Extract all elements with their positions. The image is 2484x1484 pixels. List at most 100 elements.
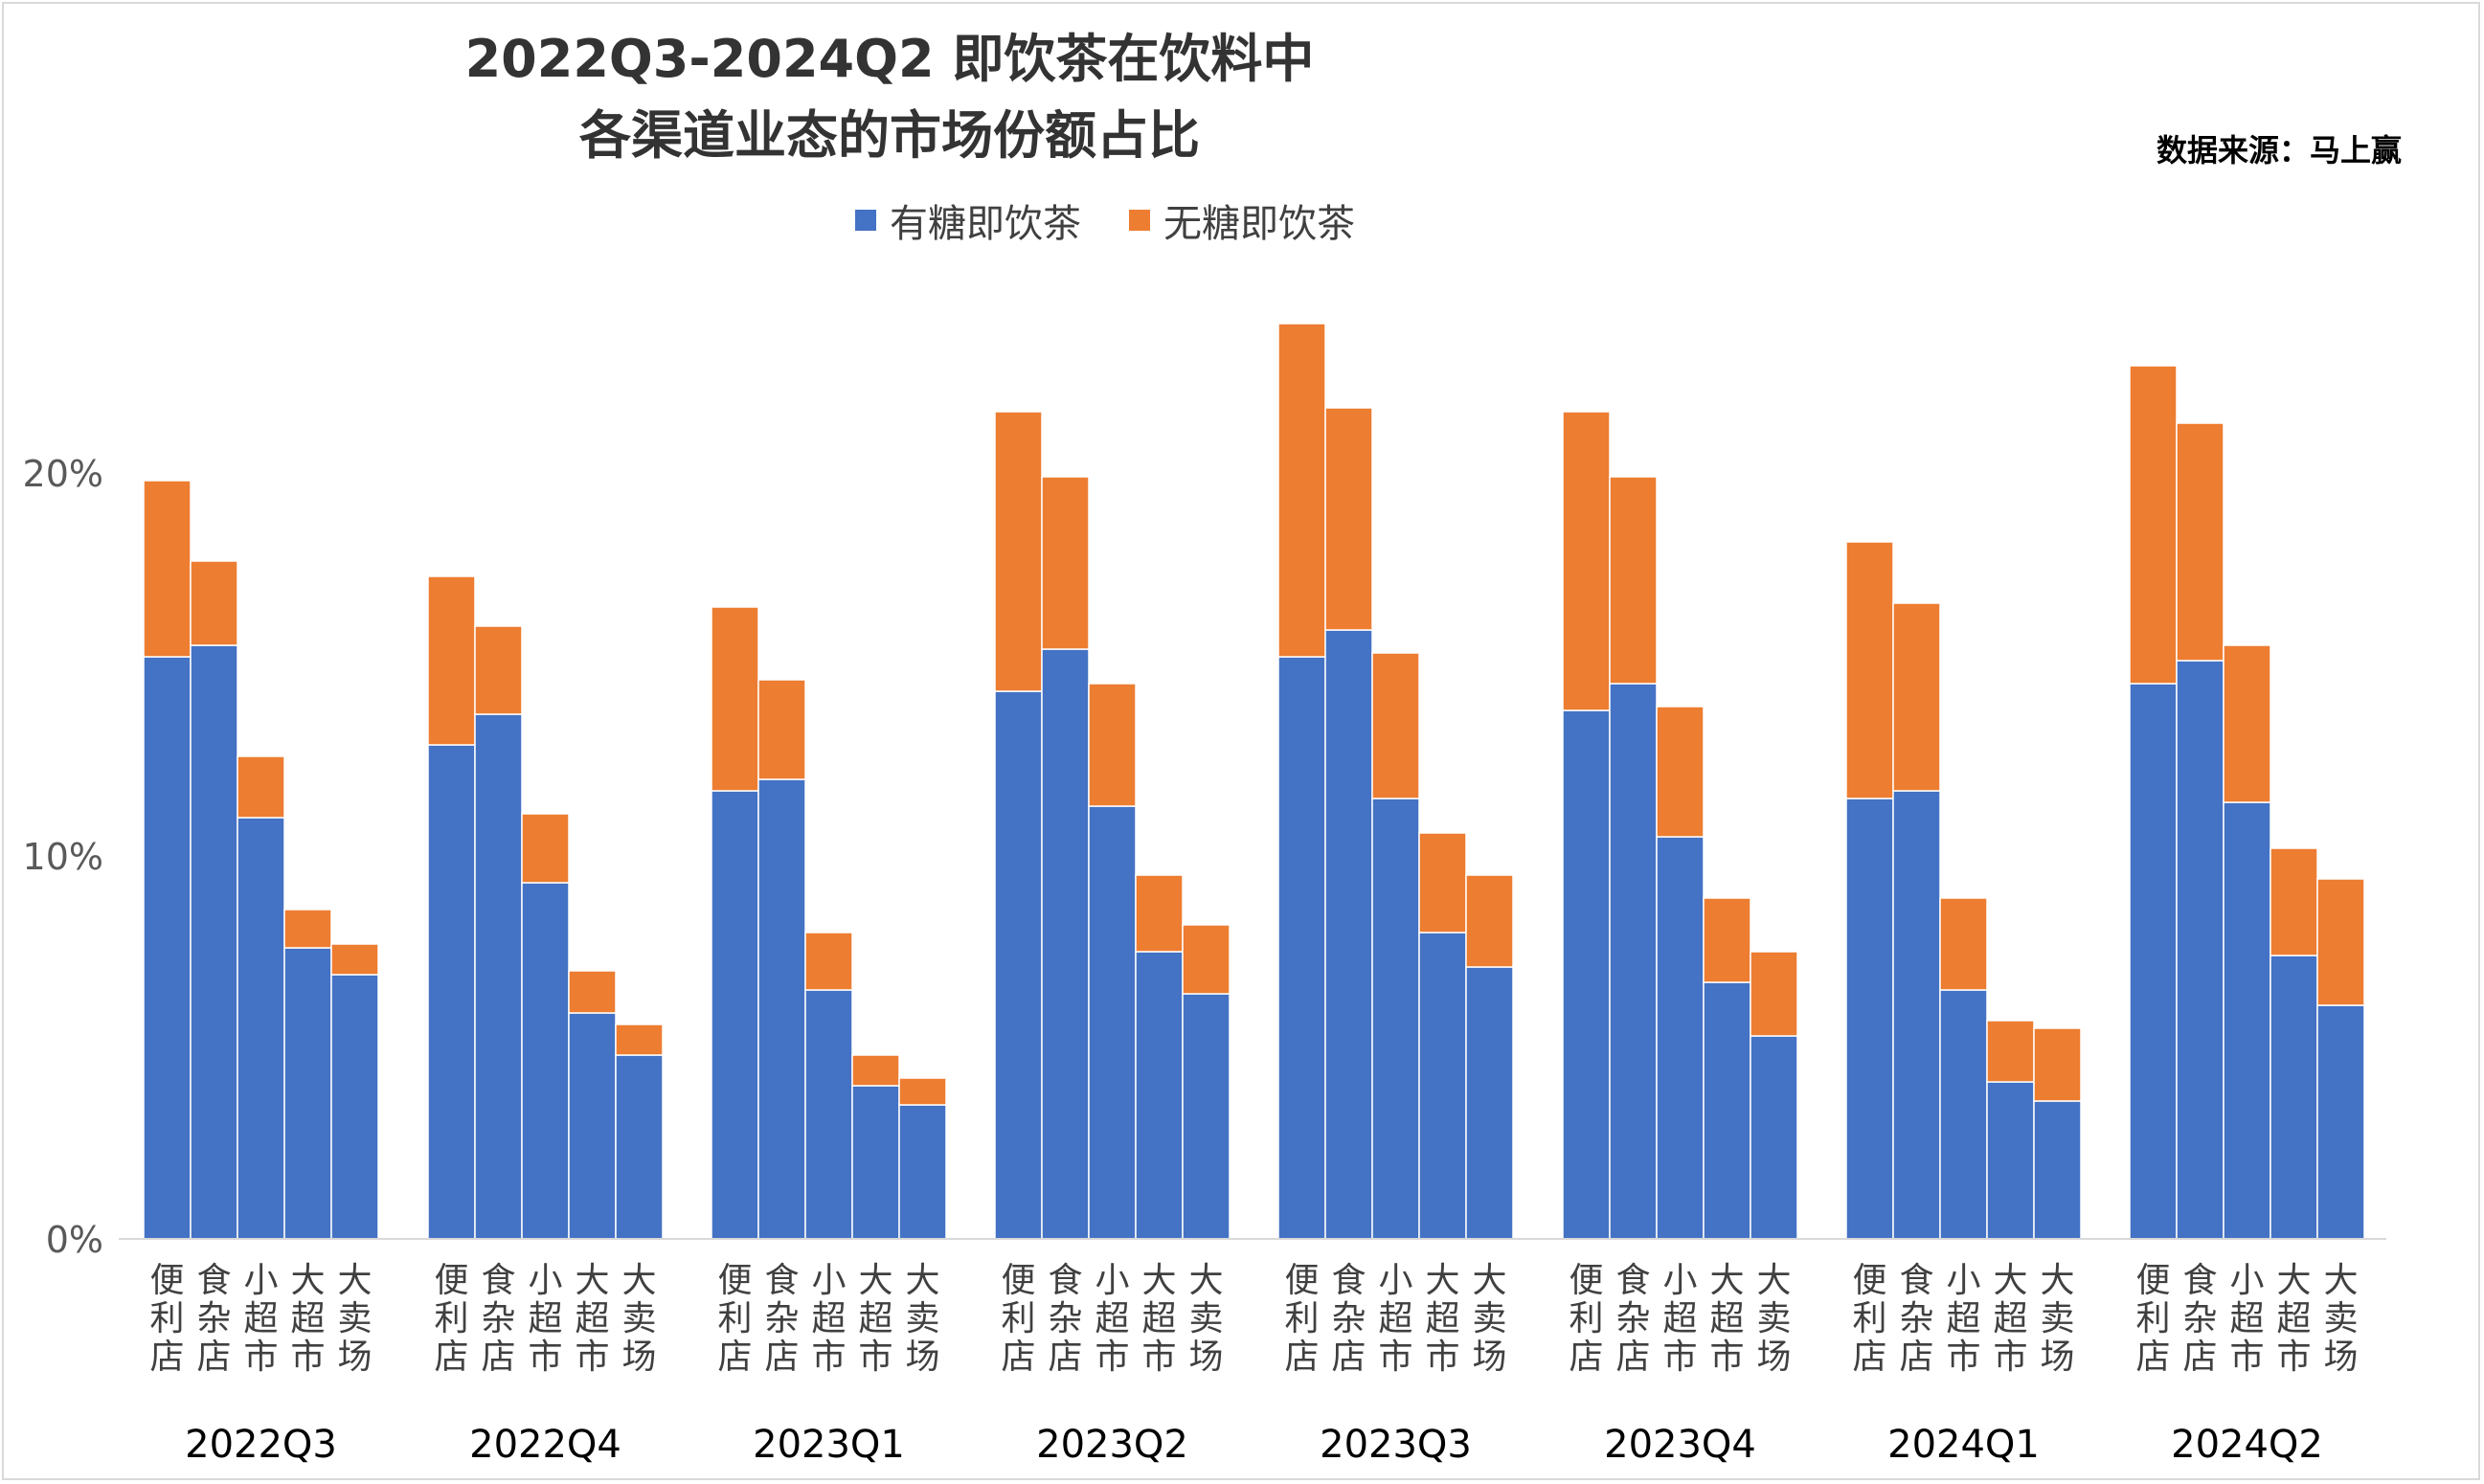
bar-sugar-free xyxy=(1609,476,1658,685)
channel-label: 大 xyxy=(2040,1261,2074,1300)
channel-label: 杂 xyxy=(1048,1299,1082,1338)
bar-sugar xyxy=(2269,955,2318,1240)
channel-label: 便 xyxy=(717,1261,752,1300)
bar-sugar-free xyxy=(190,560,238,646)
channel-label: 店 xyxy=(2135,1338,2170,1377)
bar-sugar-free xyxy=(851,1054,900,1087)
channel-label: 市 xyxy=(528,1338,562,1377)
bar-sugar-free xyxy=(1088,683,1137,807)
channel-label: 市 xyxy=(1662,1338,1697,1377)
bar-sugar-free xyxy=(1656,706,1705,838)
channel-label: 利 xyxy=(1001,1299,1035,1338)
legend-swatch-sugar-free xyxy=(1129,210,1150,231)
channel-label: 店 xyxy=(1899,1338,1933,1377)
channel-label: 场 xyxy=(1188,1338,1223,1377)
bar-sugar-free xyxy=(1703,897,1751,983)
channel-label: 店 xyxy=(196,1338,231,1377)
quarter-label: 2023Q1 xyxy=(753,1423,905,1467)
bar-sugar xyxy=(1939,989,1988,1240)
channel-label: 大 xyxy=(1425,1261,1459,1300)
chart-title-line-1: 2022Q3-2024Q2 即饮茶在饮料中 xyxy=(464,29,1315,89)
bar-sugar xyxy=(427,744,476,1240)
channel-label: 店 xyxy=(149,1338,184,1377)
quarter-label: 2024Q1 xyxy=(1887,1423,2040,1467)
channel-label: 场 xyxy=(2040,1338,2074,1377)
bar-sugar-free xyxy=(1324,407,1373,631)
channel-label: 超 xyxy=(1095,1299,1129,1338)
channel-label: 场 xyxy=(1756,1338,1791,1377)
channel-label: 食 xyxy=(1615,1261,1650,1300)
channel-label: 超 xyxy=(1709,1299,1744,1338)
channel-label: 便 xyxy=(434,1261,468,1300)
bar-sugar-free xyxy=(711,606,759,792)
bar-sugar-free xyxy=(1562,411,1611,711)
channel-label: 卖 xyxy=(621,1299,656,1338)
bar-sugar xyxy=(1135,951,1184,1240)
channel-label: 大 xyxy=(1472,1261,1506,1300)
channel-label: 场 xyxy=(337,1338,372,1377)
bar-sugar xyxy=(568,1012,617,1240)
channel-label: 小 xyxy=(1662,1261,1697,1300)
channel-label: 市 xyxy=(575,1338,609,1377)
legend: 有糖即饮茶 无糖即饮茶 xyxy=(4,191,2206,249)
channel-label: 市 xyxy=(1095,1338,1129,1377)
bar-sugar xyxy=(1609,683,1658,1240)
bar-sugar xyxy=(1892,790,1941,1240)
channel-label: 店 xyxy=(1048,1338,1082,1377)
channel-label: 利 xyxy=(434,1299,468,1338)
legend-label-sugar-free: 无糖即饮茶 xyxy=(1163,202,1355,246)
bar-sugar-free xyxy=(804,932,853,991)
channel-label: 杂 xyxy=(1331,1299,1366,1338)
bar-sugar xyxy=(2129,683,2178,1240)
bar-sugar xyxy=(2176,660,2224,1240)
channel-label: 卖 xyxy=(2323,1299,2358,1338)
bar-sugar-free xyxy=(1182,924,1231,995)
bar-sugar-free xyxy=(568,970,617,1014)
channel-label: 杂 xyxy=(764,1299,799,1338)
channel-label: 市 xyxy=(2276,1338,2311,1377)
chart-plot: 0%10%20%便利店食杂店小超市大超市大卖场2022Q3便利店食杂店小超市大超… xyxy=(23,323,2386,1467)
bar-sugar xyxy=(521,882,570,1240)
bar-sugar-free xyxy=(1939,897,1988,991)
bar-sugar xyxy=(143,656,192,1240)
bar-sugar-free xyxy=(2033,1027,2082,1102)
channel-label: 场 xyxy=(1472,1338,1506,1377)
channel-label: 食 xyxy=(1048,1261,1082,1300)
bar-sugar xyxy=(1750,1035,1798,1240)
bar-sugar xyxy=(851,1085,900,1240)
bar-sugar-free xyxy=(2269,847,2318,956)
channel-label: 大 xyxy=(575,1261,609,1300)
channel-label: 卖 xyxy=(1188,1299,1223,1338)
bar-sugar xyxy=(1371,798,1420,1240)
bar-sugar xyxy=(1418,932,1467,1240)
bar-sugar-free xyxy=(143,480,192,658)
bar-sugar xyxy=(237,817,285,1240)
bar-sugar xyxy=(2033,1100,2082,1240)
bar-sugar xyxy=(1986,1081,2035,1240)
channel-label: 食 xyxy=(196,1261,231,1300)
bar-sugar-free xyxy=(1892,602,1941,792)
channel-label: 小 xyxy=(528,1261,562,1300)
channel-label: 大 xyxy=(2276,1261,2311,1300)
bar-sugar xyxy=(2223,801,2271,1240)
channel-label: 小 xyxy=(1378,1261,1412,1300)
channel-label: 市 xyxy=(1378,1338,1412,1377)
bar-sugar xyxy=(1465,966,1514,1240)
quarter-label: 2023Q4 xyxy=(1604,1423,1756,1467)
bar-sugar xyxy=(1562,709,1611,1240)
bar-sugar xyxy=(711,790,759,1240)
bar-sugar-free xyxy=(330,943,379,976)
channel-label: 超 xyxy=(1993,1299,2027,1338)
channel-label: 利 xyxy=(717,1299,752,1338)
y-tick-label: 0% xyxy=(46,1219,103,1261)
channel-label: 市 xyxy=(243,1338,278,1377)
channel-label: 市 xyxy=(1141,1338,1176,1377)
bar-sugar-free xyxy=(757,679,806,780)
channel-label: 店 xyxy=(1569,1338,1603,1377)
channel-label: 超 xyxy=(1946,1299,1980,1338)
channel-label: 大 xyxy=(1756,1261,1791,1300)
bar-sugar xyxy=(1845,798,1894,1240)
bar-sugar-free xyxy=(1277,323,1326,658)
channel-label: 大 xyxy=(2323,1261,2358,1300)
